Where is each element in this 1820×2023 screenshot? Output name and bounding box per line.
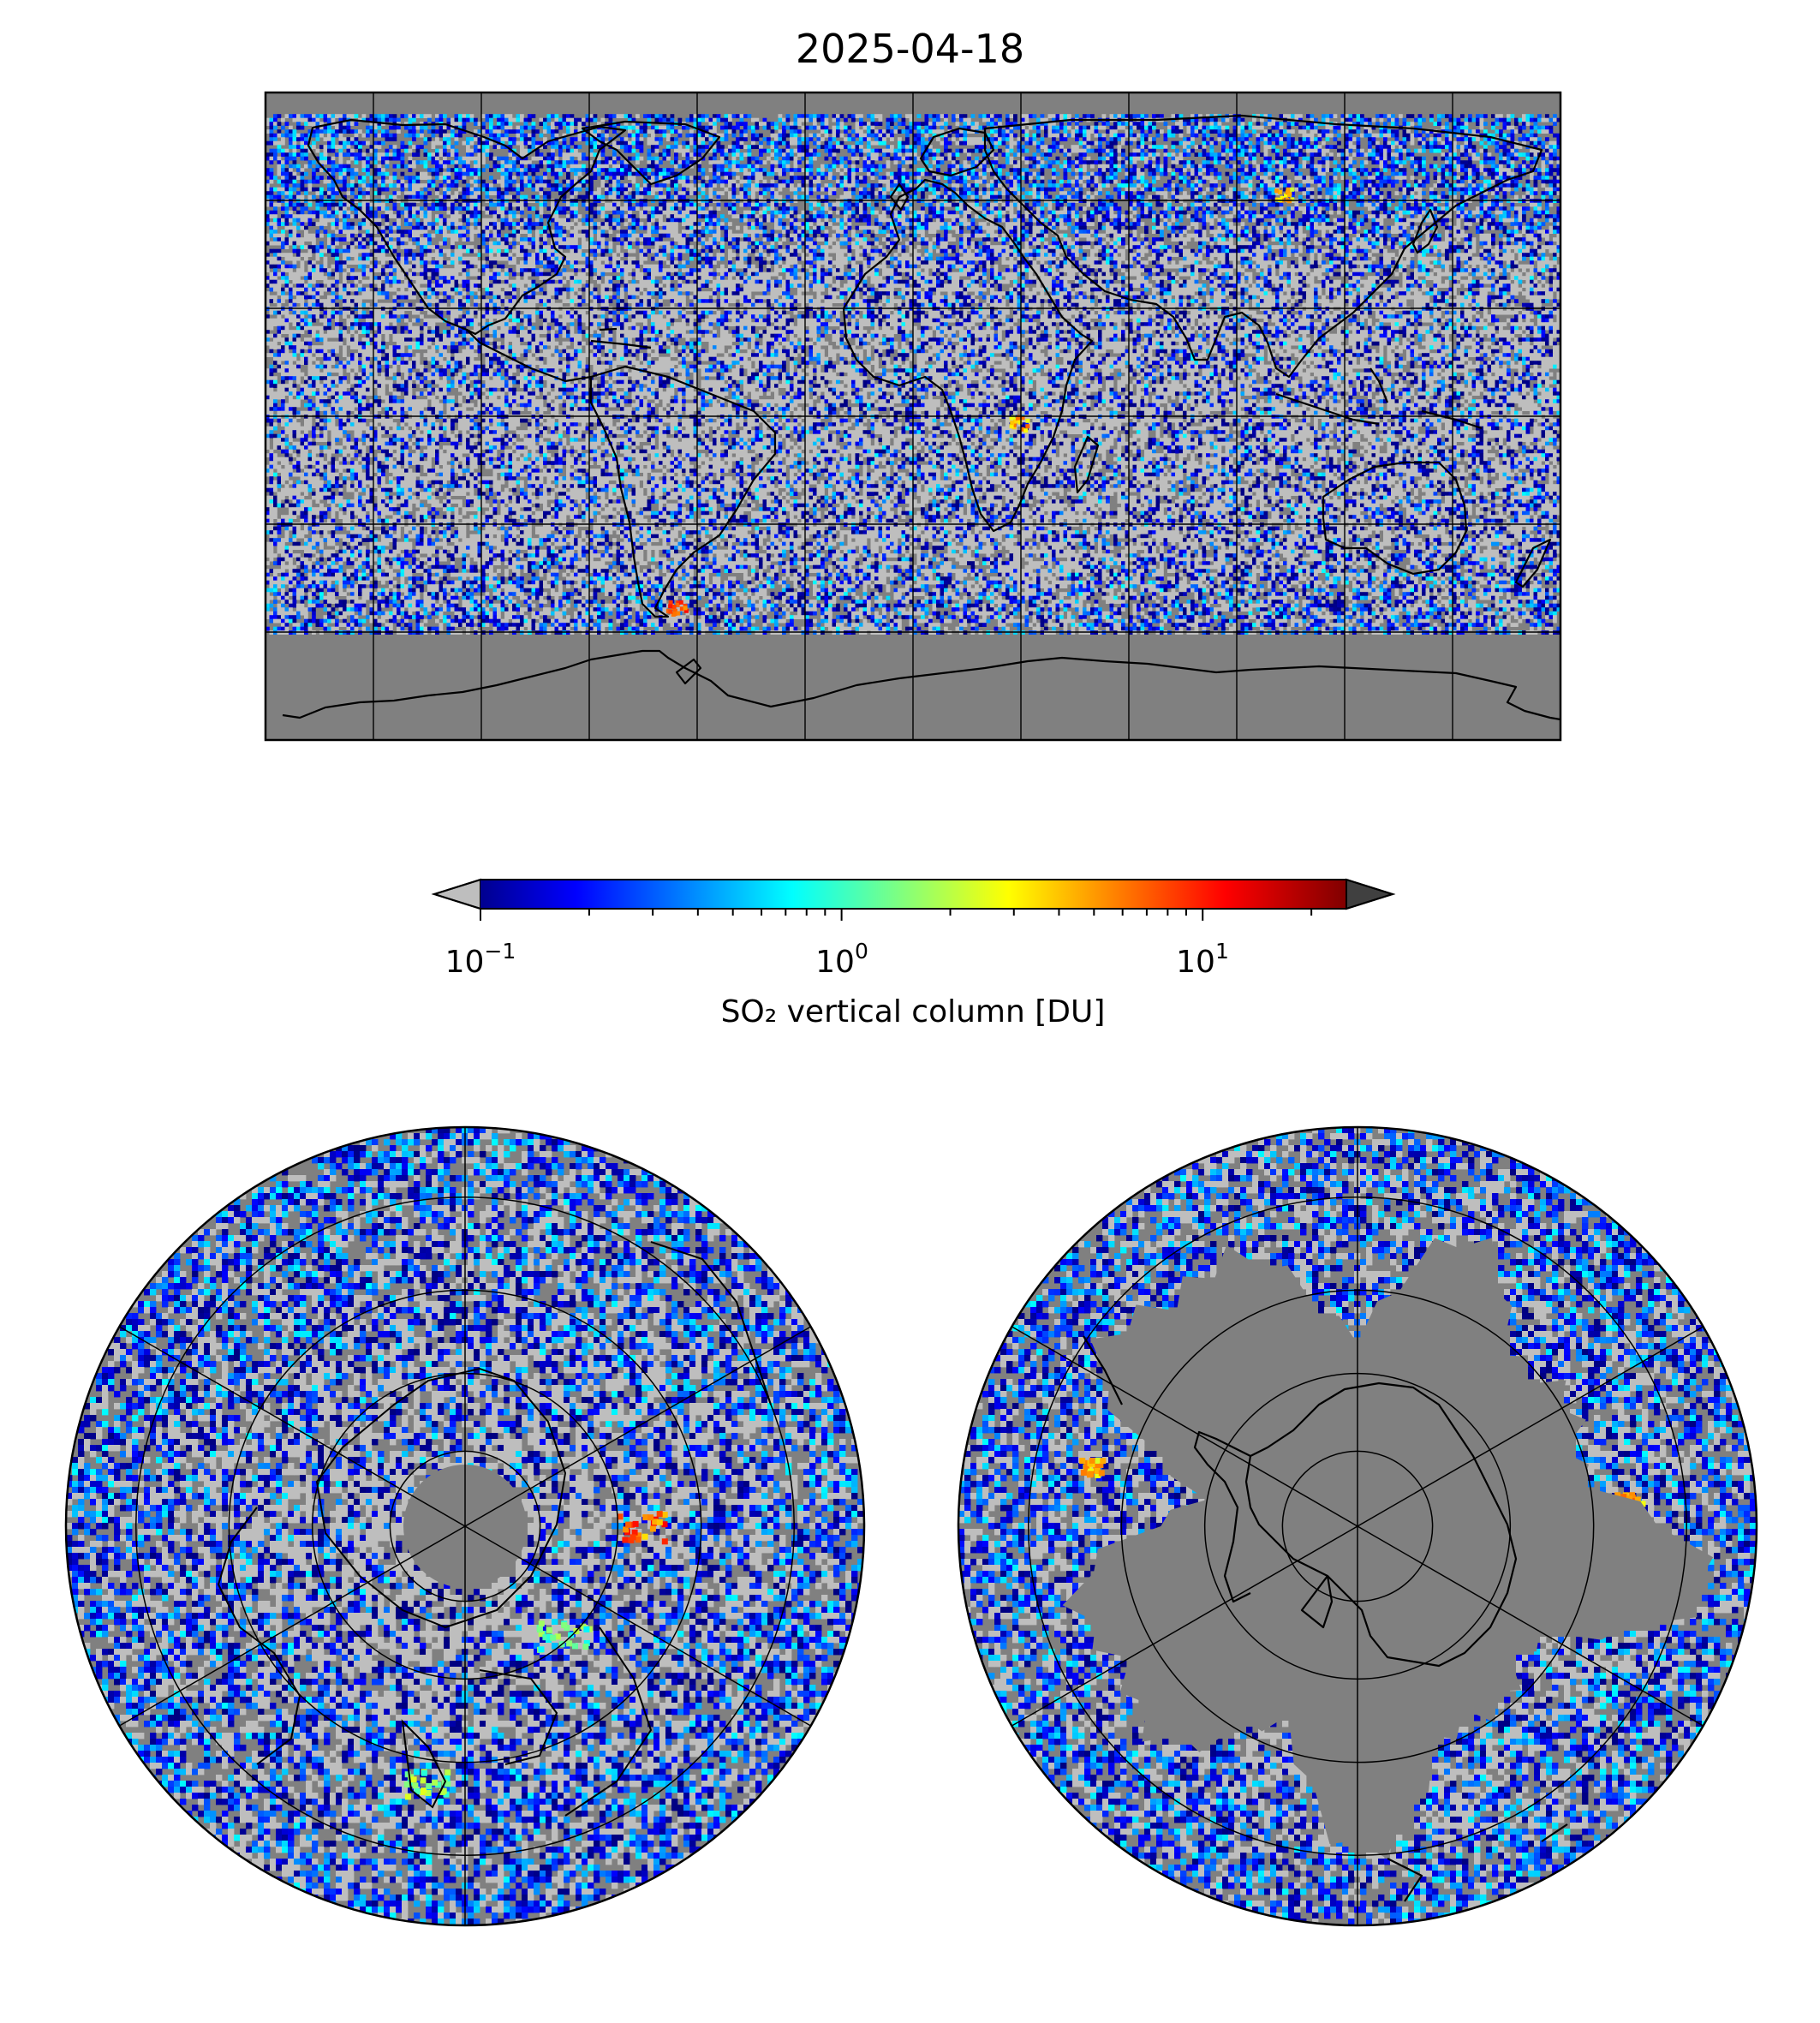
world-map-panel (266, 92, 1560, 740)
colorbar-ticks (480, 909, 1311, 921)
colorbar-tick-label-0: 10−1 (445, 939, 516, 980)
colorbar-tick-label-2: 101 (1176, 939, 1229, 980)
colorbar-gradient (480, 880, 1346, 909)
colorbar-label: SO₂ vertical column [DU] (721, 994, 1106, 1029)
south-polar-panel (958, 1127, 1762, 1931)
colorbar: 10−1 100 101 SO₂ vertical column [DU] (434, 880, 1393, 1029)
north-polar-panel (66, 1127, 869, 1931)
colorbar-over-extension (1346, 880, 1393, 909)
colorbar-under-extension (434, 880, 480, 909)
colorbar-tick-label-1: 100 (815, 939, 868, 980)
